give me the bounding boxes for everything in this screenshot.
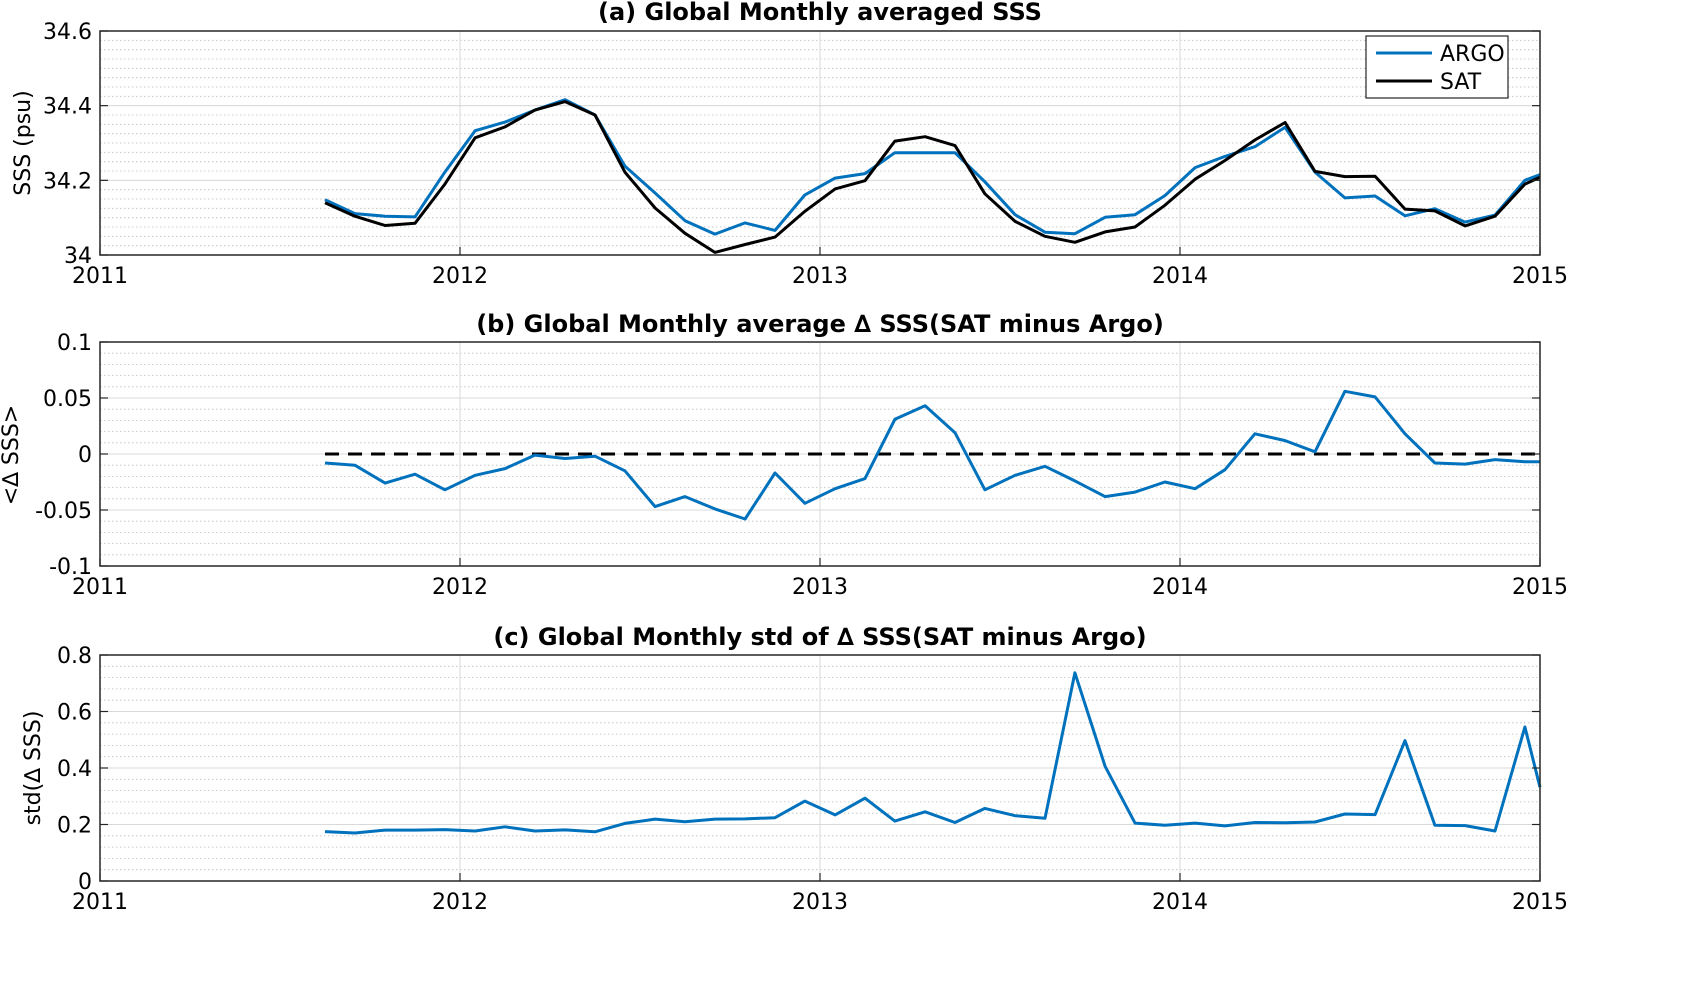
- y-tick-label: 0.4: [57, 757, 92, 782]
- y-tick-label: 0.6: [57, 701, 92, 726]
- x-tick-label: 2011: [72, 264, 128, 289]
- y-tick-label: -0.05: [35, 499, 92, 524]
- y-tick-label: -0.1: [49, 555, 92, 580]
- x-tick-label: 2013: [792, 575, 848, 600]
- y-tick-label: 34.2: [43, 169, 92, 194]
- panel-a: 34 34.2 34.4 34.6 2011 2012 2013 2014 2015 (a) …: [11, 0, 1568, 289]
- y-tick-label: 0.8: [57, 644, 92, 669]
- y-ticks-a: 34 34.2 34.4 34.6: [43, 20, 1540, 269]
- y-axis-label-b: <∆ SSS>: [0, 405, 24, 505]
- x-tick-label: 2014: [1152, 575, 1208, 600]
- series-group-a: [324, 98, 1541, 254]
- legend: ARGO SAT: [1365, 35, 1509, 99]
- x-ticks-a: 2011 2012 2013 2014 2015: [72, 247, 1568, 289]
- series-line-series-0: [324, 671, 1542, 835]
- y-axis-label-c: std(∆ SSS): [21, 711, 46, 826]
- x-tick-label: 2012: [432, 264, 488, 289]
- y-ticks-b: -0.1 -0.05 0 0.05 0.1: [35, 331, 1540, 580]
- chart-title-a: (a) Global Monthly averaged SSS: [598, 0, 1042, 26]
- x-tick-label: 2012: [432, 890, 488, 915]
- x-tick-label: 2015: [1512, 575, 1568, 600]
- legend-label-argo: ARGO: [1440, 42, 1505, 67]
- y-tick-label: 34.6: [43, 20, 92, 45]
- y-tick-label: 0.2: [57, 814, 92, 839]
- x-tick-label: 2015: [1512, 890, 1568, 915]
- x-tick-label: 2013: [792, 264, 848, 289]
- x-tick-label: 2011: [72, 575, 128, 600]
- series-group-b: [324, 389, 1540, 521]
- y-tick-label: 0.1: [57, 331, 92, 356]
- y-tick-label: 0.05: [43, 387, 92, 412]
- y-tick-label: 34.4: [43, 95, 92, 120]
- series-line-sat: [324, 100, 1541, 254]
- panel-c: 0 0.2 0.4 0.6 0.8 2011 2012 2013 2014 2015 (c) G…: [21, 623, 1568, 915]
- x-ticks-b: 2011 2012 2013 2014 2015: [72, 558, 1568, 600]
- panel-b: -0.1 -0.05 0 0.05 0.1 2011 2012 2013 2014 2015 (…: [0, 310, 1568, 600]
- chart-title-b: (b) Global Monthly average ∆ SSS(SAT min…: [476, 310, 1164, 338]
- y-tick-label: 34: [64, 244, 92, 269]
- chart-title-c: (c) Global Monthly std of ∆ SSS(SAT minu…: [493, 623, 1146, 651]
- series-group-c: [324, 671, 1542, 835]
- x-tick-label: 2012: [432, 575, 488, 600]
- legend-box: [1365, 35, 1509, 99]
- x-tick-label: 2014: [1152, 264, 1208, 289]
- y-tick-label: 0: [78, 870, 92, 895]
- legend-label-sat: SAT: [1440, 70, 1482, 95]
- x-ticks-c: 2011 2012 2013 2014 2015: [72, 873, 1568, 915]
- x-tick-label: 2011: [72, 890, 128, 915]
- y-tick-label: 0: [78, 443, 92, 468]
- x-tick-label: 2015: [1512, 264, 1568, 289]
- x-tick-label: 2013: [792, 890, 848, 915]
- series-line-series-0: [324, 389, 1540, 521]
- x-tick-label: 2014: [1152, 890, 1208, 915]
- y-axis-label-a: SSS (psu): [11, 90, 36, 195]
- y-ticks-c: 0 0.2 0.4 0.6 0.8: [57, 644, 1540, 895]
